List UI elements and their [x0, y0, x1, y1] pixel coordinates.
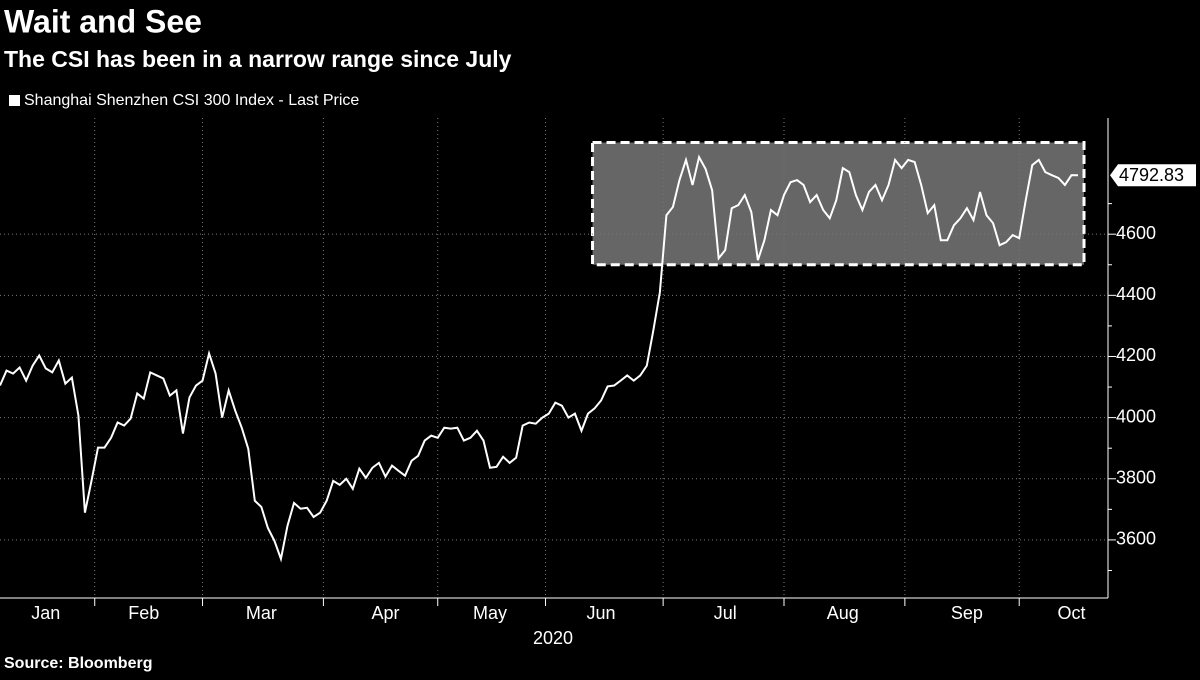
y-tick-label: 3800	[1116, 468, 1156, 488]
x-tick-label: Jul	[714, 603, 737, 623]
highlight-box	[591, 140, 1086, 267]
x-tick-label: Oct	[1057, 603, 1085, 623]
x-tick-label: Jan	[31, 603, 60, 623]
y-tick-label: 4400	[1116, 284, 1156, 304]
x-tick-label: Apr	[371, 603, 399, 623]
source: Source: Bloomberg	[4, 655, 152, 672]
legend-label: Shanghai Shenzhen CSI 300 Index - Last P…	[24, 92, 359, 109]
x-tick-label: Jun	[587, 603, 616, 623]
last-price-tag	[1110, 164, 1196, 187]
y-tick-label: 4000	[1116, 406, 1156, 426]
x-tick-label: May	[473, 603, 507, 623]
x-tick-label: Aug	[827, 603, 859, 623]
y-tick-label: 4200	[1116, 345, 1156, 365]
price-line	[0, 154, 1079, 563]
y-tick-label: 4600	[1116, 223, 1156, 243]
y-tick-label: 3600	[1116, 529, 1156, 549]
last-price-label: 4792.83	[1119, 165, 1184, 185]
chart-subtitle: The CSI has been in a narrow range since…	[4, 46, 512, 72]
chart-title: Wait and See	[4, 3, 202, 39]
x-tick-label: Mar	[246, 603, 277, 623]
x-tick-label: Sep	[951, 603, 983, 623]
x-axis-label: 2020	[533, 628, 573, 648]
x-tick-label: Feb	[128, 603, 159, 623]
legend-swatch	[9, 95, 20, 106]
